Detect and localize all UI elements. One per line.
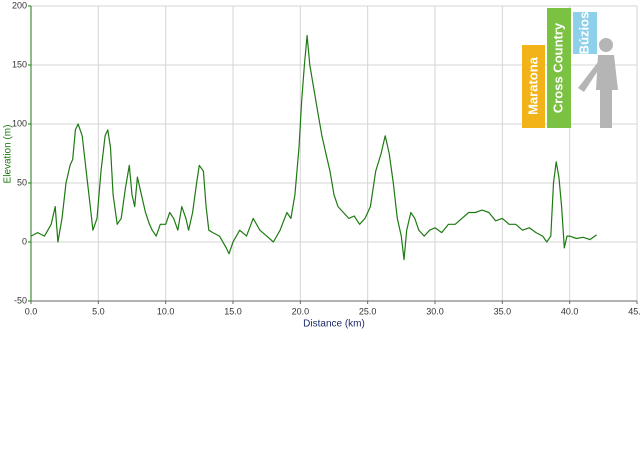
y-tick-label: 100 — [12, 118, 27, 128]
plot-area — [30, 5, 638, 302]
y-tick-label: 50 — [17, 177, 27, 187]
logo-text: Cross Country — [550, 22, 565, 113]
x-axis-label: Distance (km) — [303, 319, 365, 330]
y-tick-label: 0 — [22, 236, 27, 246]
x-tick-label: 35.0 — [494, 306, 512, 316]
logo-block — [547, 8, 571, 128]
y-tick-label: 150 — [12, 59, 27, 69]
logo-text: Maratona — [525, 56, 540, 115]
x-tick-label: 40.0 — [561, 306, 579, 316]
y-axis-label: Elevation (m) — [3, 125, 14, 184]
logo-block — [573, 12, 597, 54]
x-tick-label: 10.0 — [157, 306, 175, 316]
logo: Maratona Cross Country Búzios — [522, 8, 618, 128]
x-tick-label: 15.0 — [224, 306, 242, 316]
y-tick-label: 200 — [12, 0, 27, 10]
x-tick-label: 0.0 — [25, 306, 38, 316]
logo-text: Búzios — [576, 12, 591, 55]
elevation-line — [30, 34, 597, 261]
x-tick-label: 45.0 — [628, 306, 640, 316]
y-tick-label: -50 — [14, 295, 27, 305]
x-tick-label: 20.0 — [292, 306, 310, 316]
runner-icon — [578, 38, 618, 128]
x-tick-label: 25.0 — [359, 306, 377, 316]
x-tick-label: 30.0 — [426, 306, 444, 316]
x-tick-label: 5.0 — [92, 306, 105, 316]
logo-block — [522, 45, 545, 128]
